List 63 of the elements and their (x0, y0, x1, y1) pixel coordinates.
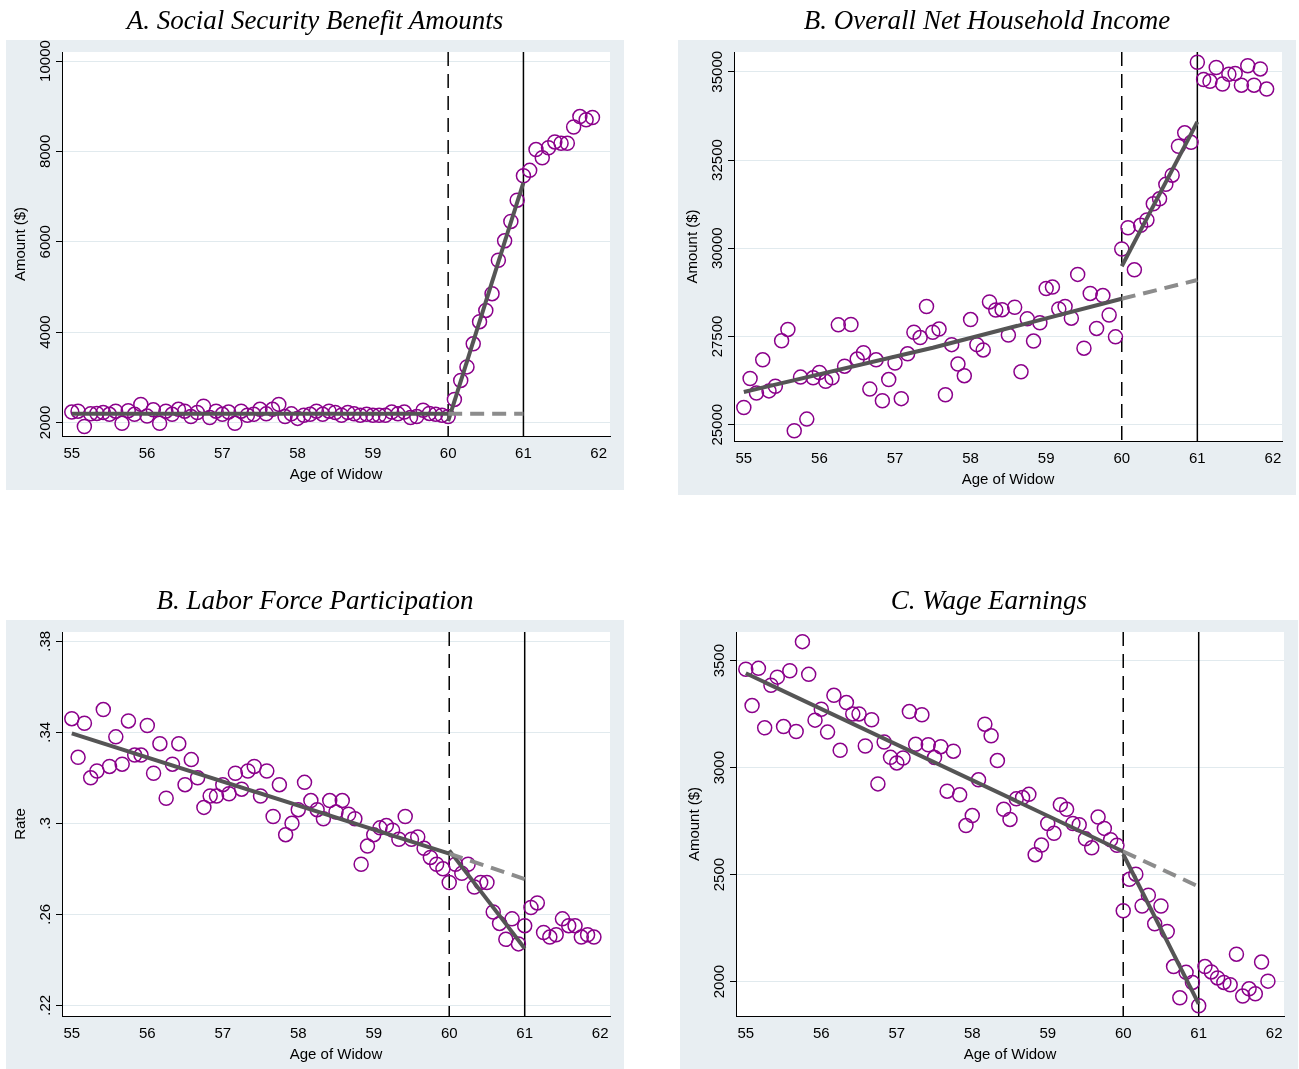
y-tick-label: 32500 (707, 139, 725, 181)
y-tick-label: 2000 (35, 405, 53, 440)
chart-title: B. Labor Force Participation (156, 585, 474, 615)
x-tick-label: 55 (737, 1024, 755, 1042)
x-tick-label: 56 (811, 449, 828, 467)
y-tick-label: .38 (35, 630, 53, 652)
x-tick-label: 57 (214, 1024, 232, 1042)
x-tick-label: 56 (138, 1024, 156, 1042)
x-tick-label: 59 (364, 444, 382, 462)
x-tick-label: 59 (1037, 449, 1055, 467)
x-axis-title: Age of Widow (289, 465, 383, 483)
chart-title: A. Social Security Benefit Amounts (126, 5, 504, 35)
x-tick-label: 61 (516, 1024, 534, 1042)
y-tick-label: 3500 (709, 643, 727, 678)
x-tick-label: 55 (63, 444, 81, 462)
x-tick-label: 62 (590, 444, 608, 462)
x-tick-label: 58 (963, 1024, 981, 1042)
x-tick-label: 55 (735, 449, 753, 467)
chart-title: C. Wage Earnings (890, 585, 1088, 615)
x-tick-label: 61 (1190, 1024, 1208, 1042)
x-tick-label: 60 (440, 1024, 458, 1042)
y-tick-label: .3 (35, 817, 53, 830)
x-tick-label: 55 (63, 1024, 81, 1042)
x-tick-label: 62 (591, 1024, 609, 1042)
x-tick-label: 61 (515, 444, 532, 462)
x-tick-label: 56 (138, 444, 156, 462)
y-tick-label: 3000 (709, 750, 727, 785)
x-tick-label: 59 (1039, 1024, 1057, 1042)
x-tick-label: 57 (886, 449, 904, 467)
y-axis-title: Amount ($) (11, 206, 29, 282)
y-tick-label: .26 (35, 903, 53, 925)
chart-title: B. Overall Net Household Income (803, 5, 1171, 35)
x-tick-label: 59 (365, 1024, 383, 1042)
x-tick-label: 58 (289, 1024, 307, 1042)
y-tick-label: 27500 (707, 315, 725, 358)
x-tick-label: 60 (1114, 1024, 1132, 1042)
x-tick-label: 61 (1189, 449, 1206, 467)
y-tick-label: 30000 (707, 227, 725, 270)
y-tick-label: 6000 (35, 225, 53, 259)
x-tick-label: 60 (1113, 449, 1131, 467)
y-tick-label: .22 (35, 994, 53, 1016)
y-tick-label: 10000 (35, 40, 53, 82)
x-tick-label: 58 (289, 444, 306, 462)
y-tick-label: 4000 (35, 315, 53, 349)
y-tick-label: 2000 (709, 964, 727, 999)
x-tick-label: 60 (439, 444, 457, 462)
x-tick-label: 58 (962, 449, 979, 467)
x-tick-label: 62 (1265, 1024, 1283, 1042)
x-tick-label: 62 (1264, 449, 1282, 467)
x-axis-title: Age of Widow (961, 470, 1055, 488)
x-tick-label: 56 (812, 1024, 830, 1042)
y-axis-title: Amount ($) (685, 786, 703, 862)
x-axis-title: Age of Widow (963, 1045, 1057, 1063)
y-tick-label: 35000 (707, 50, 725, 93)
y-tick-label: .34 (35, 721, 53, 743)
y-tick-label: 8000 (35, 134, 53, 169)
x-tick-label: 57 (888, 1024, 906, 1042)
x-tick-label: 57 (213, 444, 231, 462)
y-tick-label: 2500 (709, 857, 727, 892)
x-axis-title: Age of Widow (289, 1045, 383, 1063)
y-axis-title: Amount ($) (683, 209, 701, 284)
y-tick-label: 25000 (707, 403, 725, 446)
y-axis-title: Rate (11, 808, 29, 840)
